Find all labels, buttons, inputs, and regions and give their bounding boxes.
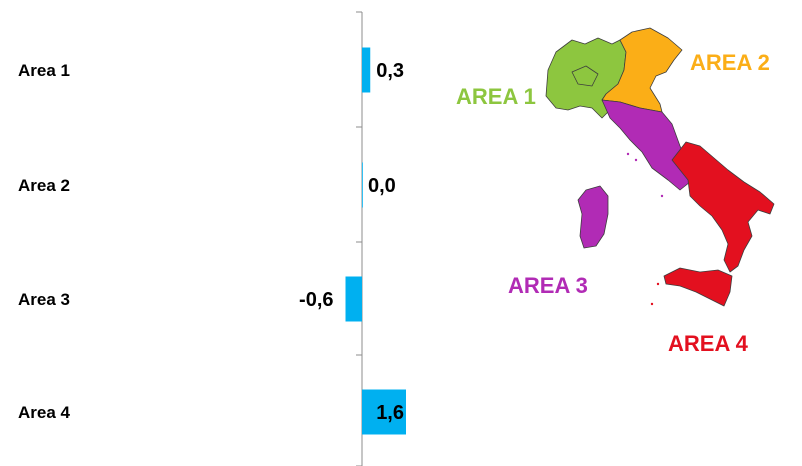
map-label-area-2: AREA 2 bbox=[690, 50, 770, 75]
map-region-sardinia bbox=[577, 185, 609, 249]
category-label: Area 2 bbox=[18, 176, 70, 195]
value-label: -0,6 bbox=[299, 289, 333, 311]
map-island bbox=[660, 194, 664, 198]
map-label-area-1: AREA 1 bbox=[456, 84, 536, 109]
map-region-area-1-sub bbox=[571, 65, 599, 87]
map-label-area-4: AREA 4 bbox=[668, 331, 749, 356]
value-label: 1,6 bbox=[376, 402, 404, 424]
value-label: 0,3 bbox=[376, 60, 404, 82]
map-island bbox=[656, 282, 660, 286]
bar bbox=[362, 47, 371, 93]
category-label: Area 3 bbox=[18, 290, 70, 309]
italy-map: AREA 1 AREA 2 AREA 3 AREA 4 bbox=[456, 27, 775, 356]
map-region-sicily bbox=[663, 267, 733, 307]
bar bbox=[362, 389, 406, 435]
map-region-area-2 bbox=[601, 27, 683, 113]
map-region-area-3 bbox=[601, 99, 691, 191]
bar bbox=[345, 276, 362, 322]
map-region-area-4 bbox=[671, 141, 775, 273]
value-label: 0,0 bbox=[368, 175, 396, 197]
map-island bbox=[650, 302, 654, 306]
category-label: Area 1 bbox=[18, 61, 70, 80]
map-label-area-3: AREA 3 bbox=[508, 273, 588, 298]
bar-chart: Area 1 0,3 Area 2 0,0 Area 3 -0,6 Area 4 1,6 bbox=[18, 11, 406, 466]
category-label: Area 4 bbox=[18, 403, 71, 422]
bar bbox=[362, 162, 363, 208]
map-island bbox=[634, 158, 638, 162]
map-island bbox=[626, 152, 630, 156]
